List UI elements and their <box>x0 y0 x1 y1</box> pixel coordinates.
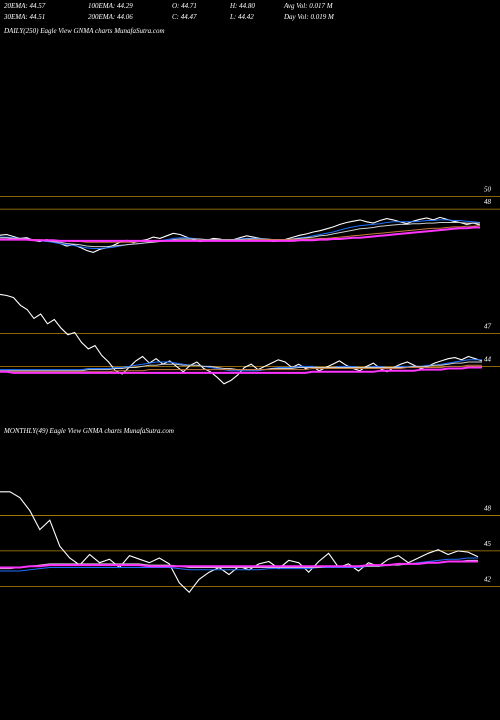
price-line <box>0 293 483 385</box>
y-tick-label: 45 <box>484 540 492 548</box>
ema200-line <box>0 366 482 374</box>
avg-vol-value: Avg Vol: 0.017 M <box>284 2 333 10</box>
low-value: L: 44.42 <box>230 13 254 21</box>
y-tick-label: 48 <box>484 198 492 206</box>
y-tick-label: 44 <box>484 355 492 363</box>
ema30-value: 30EMA: 44.51 <box>4 13 46 21</box>
chart-panel-2: 48 45 42 <box>0 491 500 594</box>
chart-panel-1: 47 44 <box>0 293 500 385</box>
monthly-chart-title: MONTHLY(49) Eagle View GNMA charts Munaf… <box>4 427 174 435</box>
ema20-value: 20EMA: 44.57 <box>4 2 46 10</box>
ema200-value: 200EMA: 44.06 <box>88 13 133 21</box>
close-value: C: 44.47 <box>172 13 197 21</box>
high-value: H: 44.80 <box>230 2 255 10</box>
ema100-value: 100EMA: 44.29 <box>88 2 133 10</box>
ema30-line <box>0 559 478 570</box>
ema200-line <box>0 560 478 569</box>
ema30-line <box>0 222 480 248</box>
daily-chart-title: DAILY(250) Eagle View GNMA charts Munafa… <box>4 27 165 35</box>
open-value: O: 44.71 <box>172 2 197 10</box>
price-line <box>0 216 481 253</box>
ema200-line <box>0 226 480 242</box>
price-line <box>0 491 479 594</box>
ema20-line <box>0 359 482 372</box>
chart-panel-0: 48 50 <box>0 185 500 253</box>
y-tick-label: 42 <box>484 575 492 583</box>
ema100-line <box>0 364 482 373</box>
day-vol-value: Day Vol: 0.019 M <box>284 13 334 21</box>
ema20-line <box>0 219 481 249</box>
y-tick-label: 50 <box>484 185 492 193</box>
y-tick-label: 48 <box>484 504 492 512</box>
y-tick-label: 47 <box>484 323 492 331</box>
